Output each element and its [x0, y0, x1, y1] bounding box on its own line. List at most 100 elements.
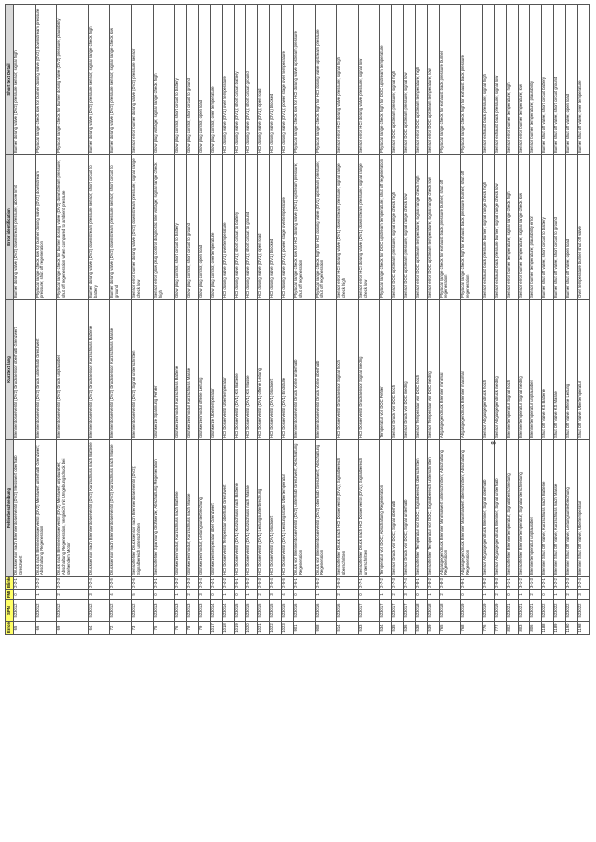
table-cell: Sensor error HCI dosing valve pressure; …	[336, 4, 359, 155]
table-cell: 523018	[415, 599, 428, 622]
table-cell: Drucksensor nach Brennerdosierventil (DV…	[88, 439, 110, 577]
table-cell: Sensor error HCI dosing valve (DV1) down…	[336, 154, 359, 300]
table-cell: HCI dosing valve (DV1); open load	[257, 154, 270, 300]
table-cell: 3-2-3	[565, 576, 578, 590]
table-cell: Druck vor Brennerdosierventil (DV2) unte…	[293, 439, 315, 577]
table-row: 72 523012 4 2-2-5 Drucksensor nach Brennerdo…	[109, 4, 132, 635]
table-cell: Abgasgegendruck Brenner minimal	[439, 299, 461, 440]
table-cell: Brennerdosierventil (DV2) Drucksensor Ku…	[109, 299, 132, 440]
table-cell: Glühkerzenmodul offene Leitung	[198, 299, 211, 440]
table-cell: 2-5-5	[281, 576, 294, 590]
table-cell: 2-4-1	[210, 576, 223, 590]
table-row: 1020 523015 1 2-5-2 HCI Dosierventil (DV1) K…	[245, 4, 258, 635]
table-cell: Sensor error burner dosing valve (DV2) p…	[131, 4, 154, 155]
table-cell: Physical range check for burner dosing v…	[56, 4, 89, 155]
table-cell: HCI dosing valve (DV1); short circuit to…	[234, 154, 246, 300]
table-cell: Physical range check low for HCI dosing …	[293, 4, 315, 155]
table-cell: 64	[88, 621, 110, 635]
table-cell: 533	[358, 621, 380, 635]
table-cell: Brennerdosierventil Druck vorne oberhalb	[315, 299, 337, 440]
table-cell: 2-3-4	[198, 576, 211, 590]
table-cell: 76	[174, 621, 187, 635]
table-cell: Temperatur vor DOC; Abschaltung Regenera…	[379, 439, 392, 577]
table-cell: 523013	[153, 599, 175, 622]
table-cell: 73	[131, 621, 154, 635]
table-cell: 2	[336, 589, 359, 600]
table-cell: Druck nach Brennerdosierventil (DV2) Mes…	[56, 439, 89, 577]
table-cell: 1017	[210, 621, 223, 635]
table-cell: HCI dosing valve (DV1); power stage over…	[281, 4, 294, 155]
table-cell: Burner shut off valve; short circuit gro…	[553, 4, 566, 155]
table-cell: 79	[198, 621, 211, 635]
table-cell: Brenner Shut Off Valve; Kurzschluss nach…	[553, 439, 566, 577]
table-cell: Physical range check high for HCI dosing…	[315, 154, 337, 300]
table-cell: 1	[315, 589, 337, 600]
table-row: 1189 523022 1 3-2-2 Brenner Shut Off Valve; …	[553, 4, 566, 635]
table-cell: Sensor error burner temperature; low	[518, 4, 530, 155]
table-row: 908 523016 1 2-6-2 Druck vor Brennerdosierve…	[315, 4, 337, 635]
table-cell: Sensor error HCI dosing valve pressure; …	[358, 4, 380, 155]
table-cell: 523012	[56, 599, 89, 622]
table-cell: Sensorfehler Spannung Glühkerze; Abschal…	[153, 439, 175, 577]
table-cell: Burner shut off valve; short circuit to …	[553, 154, 566, 300]
table-cell: 2-7-3	[391, 576, 404, 590]
table-cell: Physical range check low for burner dosi…	[35, 154, 57, 300]
table-row: 75 523013 0 2-3-1 Sensorfehler Spannung Glüh…	[153, 4, 175, 635]
table-cell: Glühkerzenmodul; Kurzschluss nach Batter…	[174, 439, 187, 577]
table-cell: 523015	[269, 599, 282, 622]
table-cell: 0	[460, 589, 483, 600]
table-row: 1017 523014 0 2-4-1 Glühkerzentemperatur übe…	[210, 4, 223, 635]
table-cell: Sensor Abgasgegendruck hoch	[482, 299, 495, 440]
table-row: 536 523017 3 2-7-4 Sensor Druck vor DOC; Sig…	[403, 4, 416, 635]
table-cell: Glow plug control; overtemperature	[210, 154, 223, 300]
table-cell: HCI dosing valve (DV1) overtemperature	[222, 154, 235, 300]
table-cell: HCI Dosierventil Drucksensor Signal hoch	[336, 299, 359, 440]
table-row: 73 523012 5 2-2-6 Sensorfehler Drucksensor n…	[131, 4, 154, 635]
table-cell: 1198	[577, 621, 590, 635]
table-cell: Sensor burner temperature; plausibility	[529, 4, 542, 155]
table-cell: Physical range check for exhaust back pr…	[439, 154, 461, 300]
table-cell: 3	[577, 589, 590, 600]
table-cell: 536	[403, 621, 416, 635]
table-cell: Druck vor Brennerdosierventil (DV2) ober…	[315, 439, 337, 577]
table-cell: 2-2-6	[131, 576, 154, 590]
table-cell: Brennerdosierventil (DV2) Drucksensor Ku…	[88, 299, 110, 440]
table-row: 777 523019 2 2-9-3 Sensor Abgasgegendruck Br…	[494, 4, 507, 635]
table-cell: 3	[198, 589, 211, 600]
table-cell: 523021	[529, 599, 542, 622]
table-cell: Glow plug control; short circuit to batt…	[174, 154, 187, 300]
table-cell: HCI Dosierventil (DV1) Endstufe	[281, 299, 294, 440]
table-cell: Brennertemperatur unplausibel	[529, 299, 542, 440]
table-cell: Physical range check for burner dosing v…	[56, 154, 89, 300]
table-cell: 69	[56, 621, 89, 635]
table-cell: 1	[222, 589, 235, 600]
table-cell: Brenner Shut Off Valve; Kurzschluss nach…	[541, 439, 554, 577]
table-row: 76 523013 1 2-3-2 Glühkerzenmodul; Kurzschlu…	[174, 4, 187, 635]
table-cell: HCI Dosierventil (DV1) blockiert	[269, 439, 282, 577]
table-cell: 2-3-3	[186, 576, 199, 590]
table-cell: Abgasgegendruck Brenner Maximalwert über…	[460, 439, 483, 577]
table-cell: Physical range check high for exhaust ba…	[460, 154, 483, 300]
table-cell: Brennertemperatur unplausibel	[529, 439, 542, 577]
table-cell: 768	[460, 621, 483, 635]
table-cell: 1190	[565, 621, 578, 635]
table-cell: Sensor error DOC upstream temperature; l…	[427, 4, 440, 155]
table-cell: 523012	[88, 599, 110, 622]
table-cell: Sensor error glow plug control diagnosti…	[153, 154, 175, 300]
table-cell: Druck nach Brennerdosierventil (DV2) Mes…	[35, 439, 57, 577]
table-row: 66 523012 1 2-2-2 Druck nach Brennerdosierve…	[35, 4, 57, 635]
table-cell: 2-3-2	[174, 576, 187, 590]
table-cell: 2-3-1	[153, 576, 175, 590]
column-header: Fehlerbeschreibung	[5, 439, 14, 577]
table-cell: Sensor Druck vor DOC hoch	[391, 299, 404, 440]
table-cell: 2-2-2	[35, 576, 57, 590]
table-cell: 1	[174, 589, 187, 600]
table-cell: 523022	[565, 599, 578, 622]
table-cell: Sensor burner temperature; plausibility …	[529, 154, 542, 300]
table-cell: Sensor error burner temperature; signal …	[518, 154, 530, 300]
table-cell: Sensor Druck vor DOC; Signal unterhalb	[403, 439, 416, 577]
table-cell: Brennerdosierventil (DV2) Druck unplausi…	[56, 299, 89, 440]
table-cell: Physical range check for DOC upstream te…	[379, 154, 392, 300]
table-cell: 2-8-2	[427, 576, 440, 590]
table-cell: HCI Dosierventil Drucksensor Signal nied…	[358, 299, 380, 440]
